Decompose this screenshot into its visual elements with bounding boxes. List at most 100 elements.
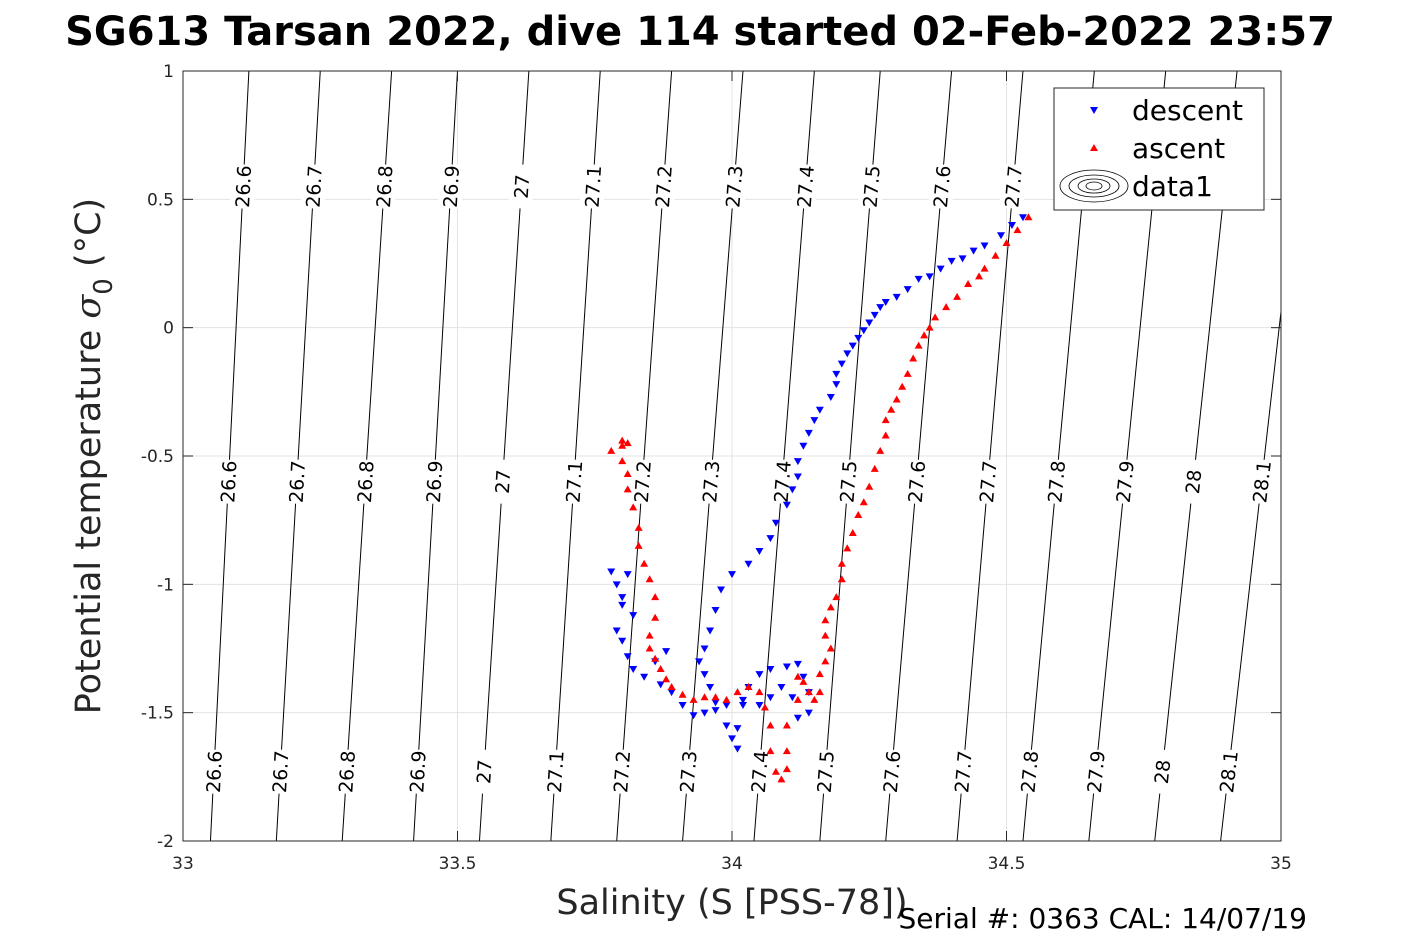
ascent-point-51 xyxy=(744,683,753,690)
ascent-point-14 xyxy=(903,369,912,377)
isopycnal-label-bg-bot-27.8 xyxy=(1015,748,1044,795)
isopycnal-label-bg-top-27 xyxy=(508,163,535,210)
isopycnal-label-bg-mid-27 xyxy=(489,458,516,505)
ascent-point-65 xyxy=(651,593,660,601)
isopycnal-label-bg-mid-27.2 xyxy=(628,458,656,505)
descent-point-65 xyxy=(711,707,720,715)
ascent-point-1 xyxy=(1013,226,1022,234)
isopycnal-label-bg-bot-26.9 xyxy=(404,749,431,795)
ascent-point-18 xyxy=(881,416,890,424)
ascent-point-63 xyxy=(645,631,654,639)
descent-point-59 xyxy=(788,694,797,702)
ascent-point-4 xyxy=(980,264,989,272)
isopycnal-label-bg-bot-27.9 xyxy=(1081,748,1110,795)
isopycnal-label-bg-bot-28.1 xyxy=(1214,748,1243,795)
descent-point-4 xyxy=(969,247,978,255)
isopycnal-label-top-27.1: 27.1 xyxy=(581,165,606,209)
ascent-point-69 xyxy=(634,523,643,531)
isopycnal-label-bg-mid-28.1 xyxy=(1247,458,1277,505)
isopycnal-label-mid-27.6: 27.6 xyxy=(905,460,931,504)
ascent-point-26 xyxy=(843,544,852,552)
descent-point-25 xyxy=(810,417,819,425)
ascent-point-22 xyxy=(865,482,874,490)
descent-point-57 xyxy=(804,709,813,717)
isopycnal-label-mid-27.5: 27.5 xyxy=(836,460,861,504)
data-series xyxy=(607,213,1033,783)
ascent-point-0 xyxy=(1024,213,1033,221)
descent-point-24 xyxy=(815,406,824,414)
isopycnal-label-bg-top-26.6 xyxy=(230,163,257,210)
isopycnal-label-bot-28: 28 xyxy=(1151,759,1175,785)
ascent-point-19 xyxy=(881,431,890,439)
isopycnal-label-bg-mid-26.7 xyxy=(283,459,311,505)
descent-point-3 xyxy=(980,242,989,250)
ascent-point-55 xyxy=(700,693,709,701)
legend-label-descent: descent xyxy=(1132,94,1243,127)
isopycnal-label-bg-top-27.7 xyxy=(999,163,1027,210)
isopycnal-label-bg-mid-27.4 xyxy=(768,458,796,505)
ascent-point-34 xyxy=(821,657,830,665)
ascent-point-31 xyxy=(821,616,830,624)
isopycnal-label-mid-26.8: 26.8 xyxy=(354,460,379,504)
ascent-point-54 xyxy=(711,693,720,701)
ascent-point-77 xyxy=(607,446,616,454)
series-descent xyxy=(607,214,1027,753)
ascent-point-37 xyxy=(810,695,819,703)
descent-point-26 xyxy=(804,429,813,437)
ascent-point-48 xyxy=(766,721,775,729)
descent-point-37 xyxy=(717,586,726,594)
descent-point-6 xyxy=(947,257,956,265)
descent-point-39 xyxy=(706,627,715,635)
descent-point-48 xyxy=(733,725,742,733)
isopycnal-label-top-27.5: 27.5 xyxy=(860,165,885,209)
ascent-point-33 xyxy=(826,644,835,652)
isopycnal-label-mid-27.4: 27.4 xyxy=(771,460,796,504)
descent-point-36 xyxy=(728,571,736,579)
descent-point-66 xyxy=(700,709,709,717)
x-tick-label-3: 34.5 xyxy=(988,854,1026,874)
isopycnal-label-bg-mid-27.7 xyxy=(974,458,1002,505)
ascent-point-13 xyxy=(909,354,918,362)
isopycnal-label-bot-26.8: 26.8 xyxy=(335,750,360,794)
isopycnal-label-bot-27.9: 27.9 xyxy=(1084,750,1110,794)
descent-point-18 xyxy=(848,342,857,350)
descent-point-28 xyxy=(793,458,802,466)
isopycnal-label-bg-bot-26.6 xyxy=(200,749,227,795)
ascent-point-39 xyxy=(799,677,808,685)
descent-point-30 xyxy=(788,486,797,494)
descent-point-54 xyxy=(793,660,802,668)
ascent-point-17 xyxy=(887,405,896,413)
descent-point-81 xyxy=(629,612,638,620)
y-axis-label-symbol: σ xyxy=(69,294,109,319)
descent-point-41 xyxy=(695,658,704,666)
legend-box xyxy=(1053,87,1265,211)
isopycnal-label-mid-27.9: 27.9 xyxy=(1113,460,1139,504)
ascent-point-5 xyxy=(975,272,984,280)
serial-footer: Serial #: 0363 CAL: 14/07/19 xyxy=(899,902,1307,935)
isopycnal-label-top-27.6: 27.6 xyxy=(930,165,956,209)
descent-point-58 xyxy=(793,714,802,722)
descent-point-83 xyxy=(662,648,671,656)
ascent-point-3 xyxy=(991,251,1000,259)
isopycnal-label-mid-27.7: 27.7 xyxy=(976,460,1002,504)
descent-point-52 xyxy=(766,666,775,674)
ascent-point-12 xyxy=(914,341,923,349)
isopycnal-label-bot-27.2: 27.2 xyxy=(610,750,635,794)
isopycnal-label-bot-26.6: 26.6 xyxy=(203,750,227,793)
isopycnal-label-bg-mid-27.9 xyxy=(1110,458,1139,505)
ascent-point-72 xyxy=(623,469,632,477)
isopycnal-label-bg-mid-26.8 xyxy=(351,458,379,505)
y-tick-label-4: 0 xyxy=(163,319,174,339)
isopycnal-label-bg-mid-26.9 xyxy=(420,459,448,505)
ascent-point-68 xyxy=(634,541,643,549)
descent-point-8 xyxy=(925,273,934,281)
isopycnal-label-mid-27.3: 27.3 xyxy=(699,460,724,504)
isopycnal-label-mid-28: 28 xyxy=(1182,469,1206,495)
isopycnal-label-top-27.3: 27.3 xyxy=(722,165,747,209)
descent-point-67 xyxy=(689,712,698,720)
descent-point-38 xyxy=(711,607,720,614)
descent-point-15 xyxy=(865,319,874,327)
isopycnal-label-bg-bot-27.4 xyxy=(745,748,774,795)
descent-point-40 xyxy=(700,645,709,653)
descent-point-55 xyxy=(799,673,808,681)
